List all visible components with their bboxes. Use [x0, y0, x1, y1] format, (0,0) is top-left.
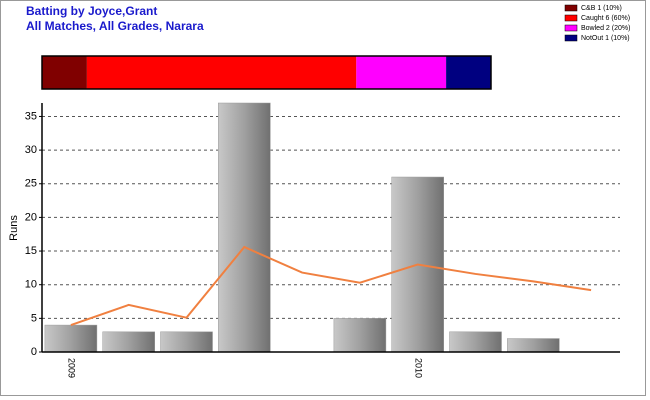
proportion-segment	[42, 56, 87, 89]
bar	[44, 324, 98, 353]
x-tick-label: 2010	[413, 358, 423, 378]
proportion-segment	[356, 56, 447, 89]
chart-subtitle: All Matches, All Grades, Narara	[26, 19, 204, 33]
legend-swatch	[564, 14, 578, 22]
line	[70, 245, 592, 327]
x-tick-label: 2009	[67, 358, 77, 378]
y-tick-label: 20	[25, 211, 37, 223]
y-tick-label: 5	[31, 312, 37, 324]
y-tick-label: 0	[31, 346, 37, 358]
legend-swatch	[564, 4, 578, 12]
y-tick-label: 35	[25, 110, 37, 122]
bar	[218, 102, 271, 353]
legend-swatch	[564, 34, 578, 42]
proportion-frame	[41, 55, 492, 90]
bar	[160, 331, 213, 353]
bar	[507, 338, 560, 353]
legend-label: Bowled 2 (20%)	[581, 25, 630, 32]
legend-label: NotOut 1 (10%)	[581, 35, 630, 42]
y-tick-label: 30	[25, 144, 37, 156]
y-tick-label: 15	[25, 245, 37, 257]
legend-label: Caught 6 (60%)	[581, 15, 630, 22]
y-axis-label: Runs	[8, 215, 20, 241]
legend-swatch	[564, 24, 578, 32]
legend-label: C&B 1 (10%)	[581, 5, 622, 12]
chart-title: Batting by Joyce,Grant	[26, 4, 157, 18]
y-tick-label: 25	[25, 178, 37, 190]
proportion-segment	[446, 56, 491, 89]
bar	[391, 176, 444, 353]
bar	[333, 318, 387, 353]
y-tick-label: 10	[25, 279, 37, 291]
proportion-segment	[86, 56, 357, 89]
bar	[102, 331, 155, 353]
bar	[449, 331, 502, 353]
